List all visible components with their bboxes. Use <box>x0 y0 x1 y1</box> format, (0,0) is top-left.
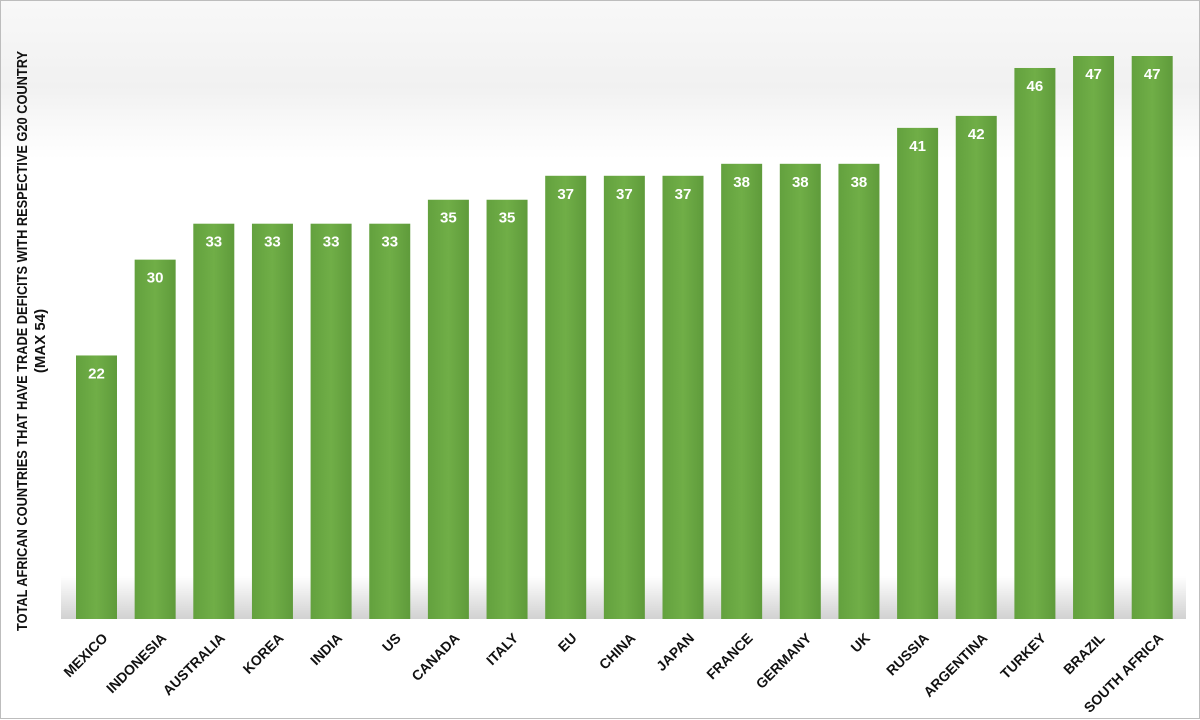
data-label: 42 <box>968 126 985 143</box>
bar-eu <box>545 175 587 619</box>
bar-brazil <box>1073 56 1115 619</box>
x-tick-label: RUSSIA <box>883 630 932 679</box>
x-tick-label: MEXICO <box>60 630 110 680</box>
data-label: 47 <box>1085 66 1102 83</box>
data-labels: 22 30 33 33 33 33 35 35 37 37 37 38 38 38 41 42 46 47 47 <box>88 66 1160 382</box>
bar-canada <box>427 199 469 619</box>
bar-russia <box>897 127 939 619</box>
data-label: 38 <box>733 174 750 191</box>
x-tick-label: CANADA <box>408 630 462 684</box>
x-tick-label: AUSTRALIA <box>159 630 228 699</box>
data-label: 41 <box>909 138 926 155</box>
data-label: 33 <box>205 234 222 251</box>
bar-korea <box>251 223 293 619</box>
bar-germany <box>779 163 821 619</box>
data-label: 38 <box>792 174 809 191</box>
x-tick-label: BRAZIL <box>1060 629 1108 677</box>
bar-uk <box>838 163 880 619</box>
y-axis-label: TOTAL AFRICAN COUNTRIES THAT HAVE TRADE … <box>14 51 49 631</box>
x-tick-label: KOREA <box>240 630 287 677</box>
x-tick-label: FRANCE <box>703 630 756 683</box>
data-label: 37 <box>616 186 633 203</box>
data-label: 37 <box>675 186 692 203</box>
x-tick-label: UK <box>847 630 873 656</box>
data-label: 35 <box>499 210 516 227</box>
bar-india <box>310 223 352 619</box>
bar-argentina <box>955 115 997 619</box>
data-label: 46 <box>1027 78 1044 95</box>
x-tick-label: EU <box>555 630 580 655</box>
bars <box>61 56 1186 620</box>
x-tick-label: GERMANY <box>753 629 815 691</box>
bar-japan <box>662 175 704 619</box>
data-label: 33 <box>381 234 398 251</box>
y-axis-label-line: (MAX 54) <box>32 309 49 373</box>
bar-australia <box>193 223 235 619</box>
data-label: 30 <box>147 270 164 287</box>
data-label: 38 <box>851 174 868 191</box>
bar-mexico <box>76 355 117 619</box>
y-axis-label-line: TOTAL AFRICAN COUNTRIES THAT HAVE TRADE … <box>14 51 31 631</box>
bar-france <box>721 163 763 619</box>
x-tick-label: US <box>379 630 404 655</box>
x-tick-label: JAPAN <box>653 630 697 674</box>
data-label: 35 <box>440 210 457 227</box>
bar-indonesia <box>134 259 176 619</box>
bar-us <box>369 223 411 619</box>
bar-italy <box>486 199 528 619</box>
data-label: 33 <box>264 234 281 251</box>
x-tick-label: TURKEY <box>997 629 1049 681</box>
data-label: 47 <box>1144 66 1161 83</box>
x-tick-label: INDIA <box>307 630 345 668</box>
data-label: 22 <box>88 365 105 382</box>
x-tick-label: ITALY <box>483 629 522 668</box>
bar-south-africa <box>1131 56 1173 619</box>
data-label: 37 <box>557 186 574 203</box>
bar-turkey <box>1014 67 1056 620</box>
x-tick-label: CHINA <box>596 630 639 673</box>
data-label: 33 <box>323 234 340 251</box>
bar-china <box>603 175 645 619</box>
